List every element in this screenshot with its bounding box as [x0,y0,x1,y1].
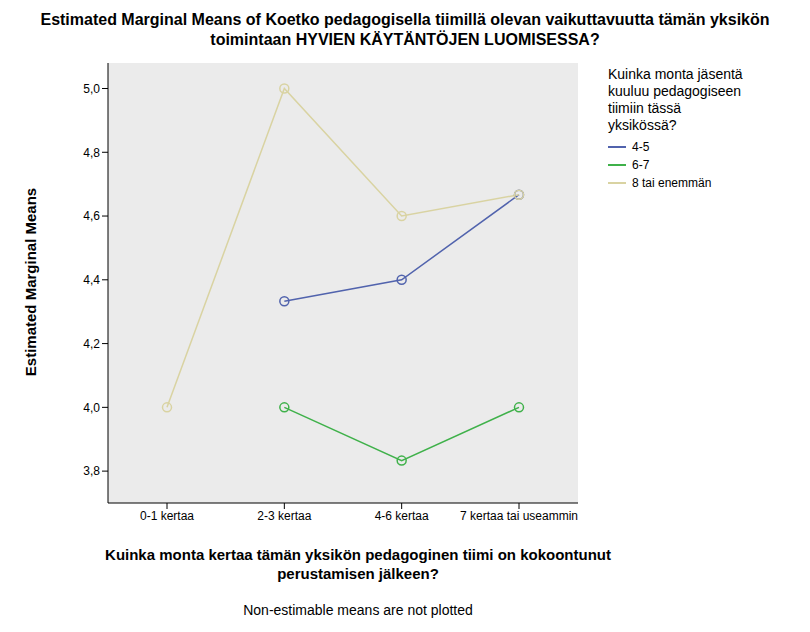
html-text:Estimated Marginal Means: Estimated Marginal Means [21,187,39,377]
svg-text:4,8: 4,8 [83,146,100,160]
svg-text:4,2: 4,2 [83,337,100,351]
html-text:Kuinka monta kertaa tämän yksi: Kuinka monta kertaa tämän yksikön pedago… [105,546,611,582]
html-text:4-5: 4-5 [632,140,650,154]
svg-text:4-6 kertaa: 4-6 kertaa [375,509,429,523]
svg-text:5,0: 5,0 [83,82,100,96]
svg-text:4,0: 4,0 [83,401,100,415]
html-text:Non-estimable means are not pl: Non-estimable means are not plotted [243,602,473,618]
svg-text:2-3 kertaa: 2-3 kertaa [257,509,311,523]
svg-text:4,4: 4,4 [83,273,100,287]
svg-text:4,6: 4,6 [83,209,100,223]
svg-text:7 kertaa tai useammin: 7 kertaa tai useammin [460,509,578,523]
html-text:6-7: 6-7 [632,158,650,172]
html-text:8 tai enemmän: 8 tai enemmän [632,176,712,190]
html-text:Kuinka monta jäsentä kuuluu pe: Kuinka monta jäsentä kuuluu pedagogiseen… [608,66,743,133]
html-text:Estimated Marginal Means of Ko: Estimated Marginal Means of Koetko pedag… [40,11,770,48]
svg-text:3,8: 3,8 [83,464,100,478]
svg-text:0-1 kertaa: 0-1 kertaa [140,509,194,523]
